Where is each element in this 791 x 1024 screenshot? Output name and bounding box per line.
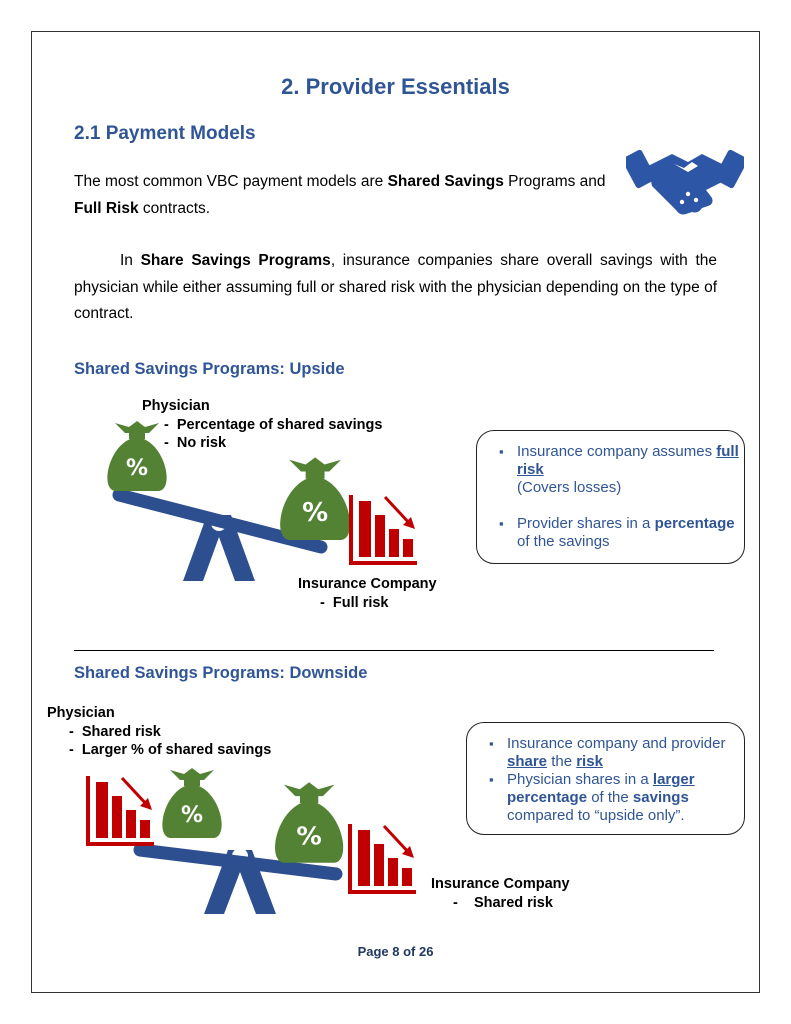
downside-insurer-item: - Shared risk (453, 894, 553, 911)
body-paragraph: In Share Savings Programs, insurance com… (74, 252, 718, 322)
seesaw-icon (133, 843, 343, 914)
upside-callout-item: Insurance company assumes full risk(Cove… (493, 443, 744, 497)
page-number: Page 8 of 26 (357, 944, 434, 959)
upside-heading: Shared Savings Programs: Upside (74, 360, 345, 378)
downside-physician-title: Physician (47, 705, 115, 721)
chapter-title: Provider Essentials (305, 74, 510, 99)
upside-insurer-title: Insurance Company (298, 576, 437, 592)
money-bag-icon: % (107, 421, 167, 491)
handshake-icon (626, 149, 744, 215)
chapter-heading: 2. Provider Essentials (0, 74, 791, 100)
downside-physician-label: Physician - Shared risk - Larger % of sh… (47, 704, 271, 760)
upside-physician-title: Physician (142, 398, 210, 414)
upside-callout-item: Provider shares in a percentage of the s… (493, 515, 744, 551)
svg-text:%: % (302, 498, 328, 528)
declining-chart-icon (349, 495, 417, 565)
declining-chart-icon (86, 776, 154, 846)
declining-chart-icon (348, 824, 416, 894)
svg-text:%: % (126, 456, 148, 481)
downside-seesaw-illustration: % % (86, 768, 416, 914)
downside-heading: Shared Savings Programs: Downside (74, 664, 368, 682)
upside-seesaw-illustration: % % (107, 421, 417, 581)
upside-physician-item: - Percentage of shared savings (164, 416, 383, 433)
upside-physician-label: Physician - Percentage of shared savings… (142, 397, 382, 453)
money-bag-icon: % (162, 768, 222, 838)
downside-callout-box: Insurance company and provider share the… (466, 722, 745, 835)
downside-physician-item: - Shared risk (69, 723, 161, 740)
svg-text:%: % (296, 821, 321, 850)
chapter-number: 2. (281, 74, 300, 99)
downside-insurer-title: Insurance Company (431, 876, 570, 892)
downside-insurer-label: Insurance Company - Shared risk (431, 875, 570, 912)
upside-physician-item: - No risk (164, 435, 227, 451)
money-bag-icon: % (280, 457, 351, 540)
section-divider (74, 650, 714, 651)
downside-physician-item: - Larger % of shared savings (69, 742, 272, 758)
downside-callout-item: Insurance company and provider share the… (483, 735, 744, 771)
money-bag-icon: % (275, 782, 344, 863)
intro-paragraph: The most common VBC payment models are S… (74, 173, 606, 217)
upside-insurer-item: - Full risk (320, 594, 389, 611)
upside-callout-box: Insurance company assumes full risk(Cove… (476, 430, 745, 564)
page-border (31, 31, 760, 993)
upside-insurer-label: Insurance Company - Full risk (298, 575, 437, 612)
section-heading: 2.1 Payment Models (74, 123, 256, 144)
downside-callout-item: Physician shares in a larger percentage … (483, 771, 744, 825)
svg-text:%: % (181, 803, 203, 828)
